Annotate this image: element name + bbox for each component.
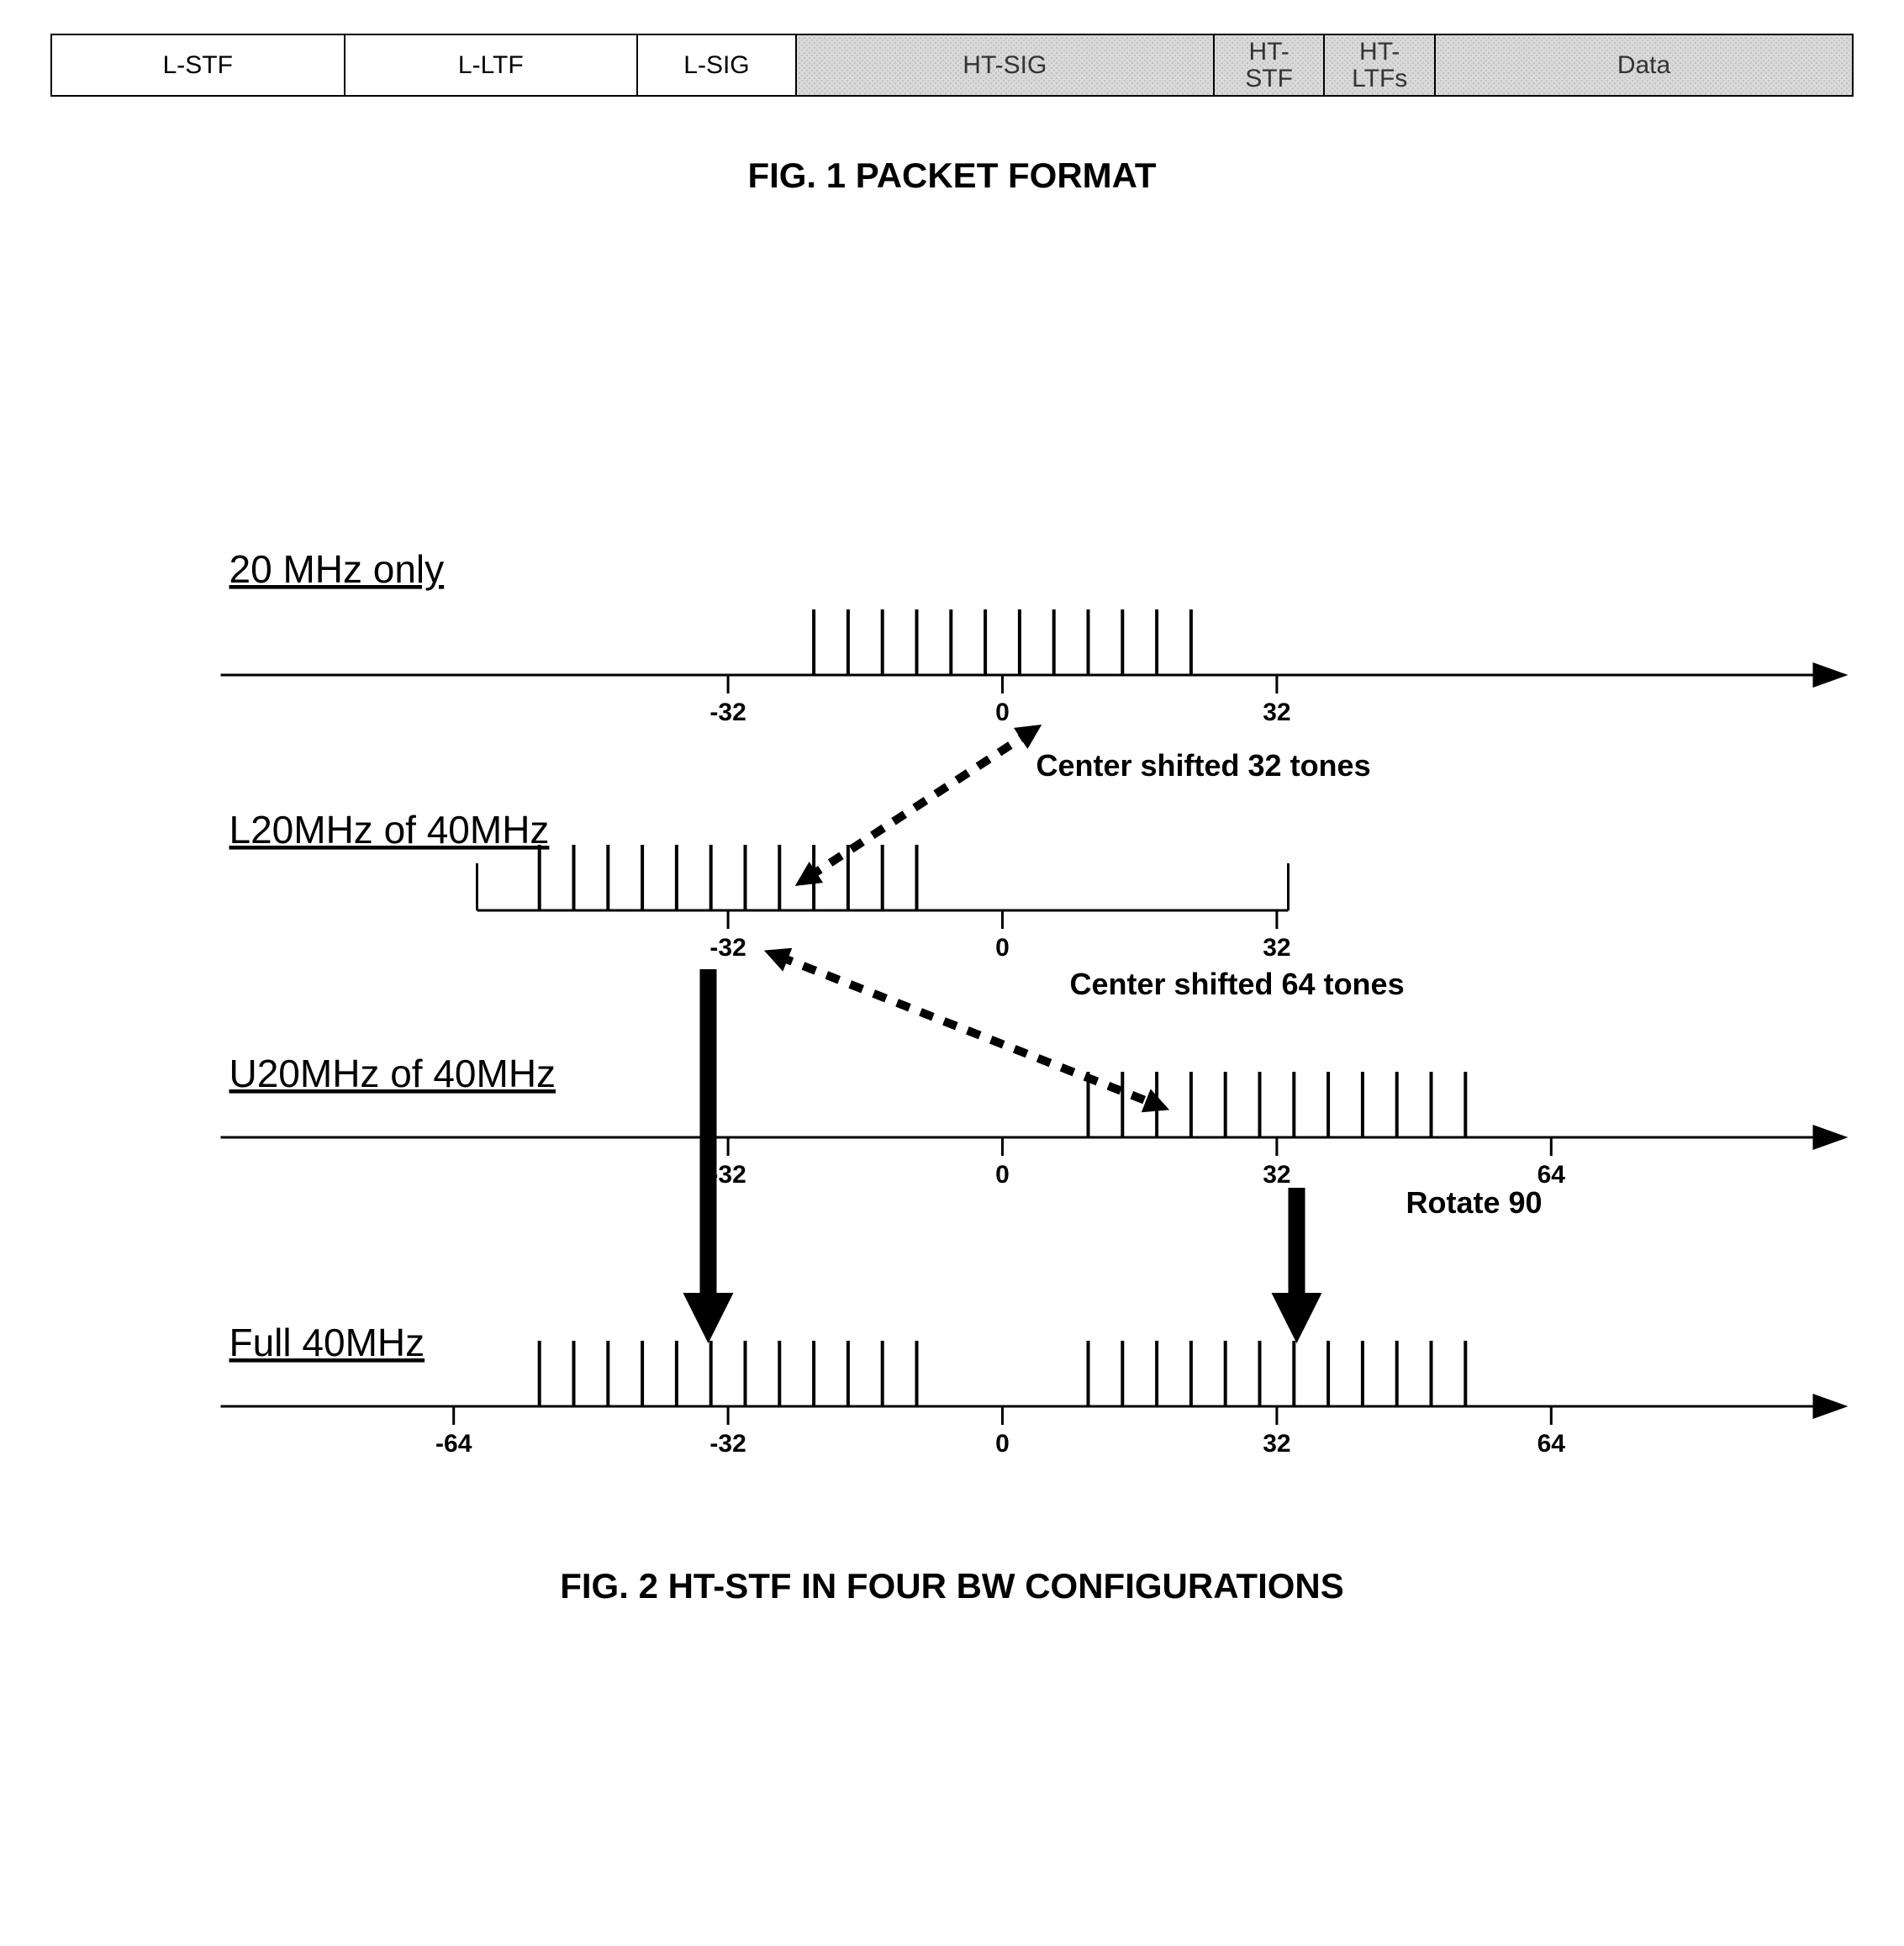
annotation: Center shifted 32 tones [1036, 748, 1371, 783]
tick-label: 64 [1537, 1430, 1566, 1458]
packet-cell: HT- STF [1213, 35, 1324, 95]
spacer [50, 196, 1854, 515]
packet-cell: L-LTF [344, 35, 637, 95]
row-label: Full 40MHz [229, 1321, 425, 1364]
row-label: 20 MHz only [229, 547, 445, 591]
tick-label: 32 [1263, 1161, 1290, 1189]
tick-label: 0 [995, 934, 1010, 962]
bw-config-diagram: 20 MHz only -32 0 32 L20MHz of 40MHz -32 0 32 U2… [50, 515, 1854, 1524]
tick-label: -64 [435, 1430, 472, 1458]
row-label: U20MHz of 40MHz [229, 1052, 556, 1095]
packet-cell: Data [1434, 35, 1854, 95]
fig1-caption: FIG. 1 PACKET FORMAT [50, 156, 1854, 196]
packet-format-table: L-STFL-LTFL-SIGHT-SIGHT- STFHT- LTFsData [50, 34, 1854, 97]
tick-label: 32 [1263, 699, 1290, 726]
tick-label: 32 [1263, 1430, 1290, 1458]
packet-cell: L-STF [50, 35, 344, 95]
packet-cell: HT- LTFs [1323, 35, 1434, 95]
packet-cell: L-SIG [636, 35, 795, 95]
tick-label: 0 [995, 699, 1010, 726]
tick-label: -32 [709, 934, 746, 962]
row-label: L20MHz of 40MHz [229, 808, 550, 852]
tick-label: -32 [709, 1430, 746, 1458]
fig2-caption: FIG. 2 HT-STF IN FOUR BW CONFIGURATIONS [50, 1566, 1854, 1606]
annotation: Rotate 90 [1406, 1185, 1543, 1220]
tick-label: 32 [1263, 934, 1290, 962]
tick-label: -32 [709, 699, 746, 726]
annotation: Center shifted 64 tones [1070, 967, 1405, 1001]
tick-label: 0 [995, 1161, 1010, 1189]
tick-label: 0 [995, 1430, 1010, 1458]
packet-cell: HT-SIG [795, 35, 1213, 95]
